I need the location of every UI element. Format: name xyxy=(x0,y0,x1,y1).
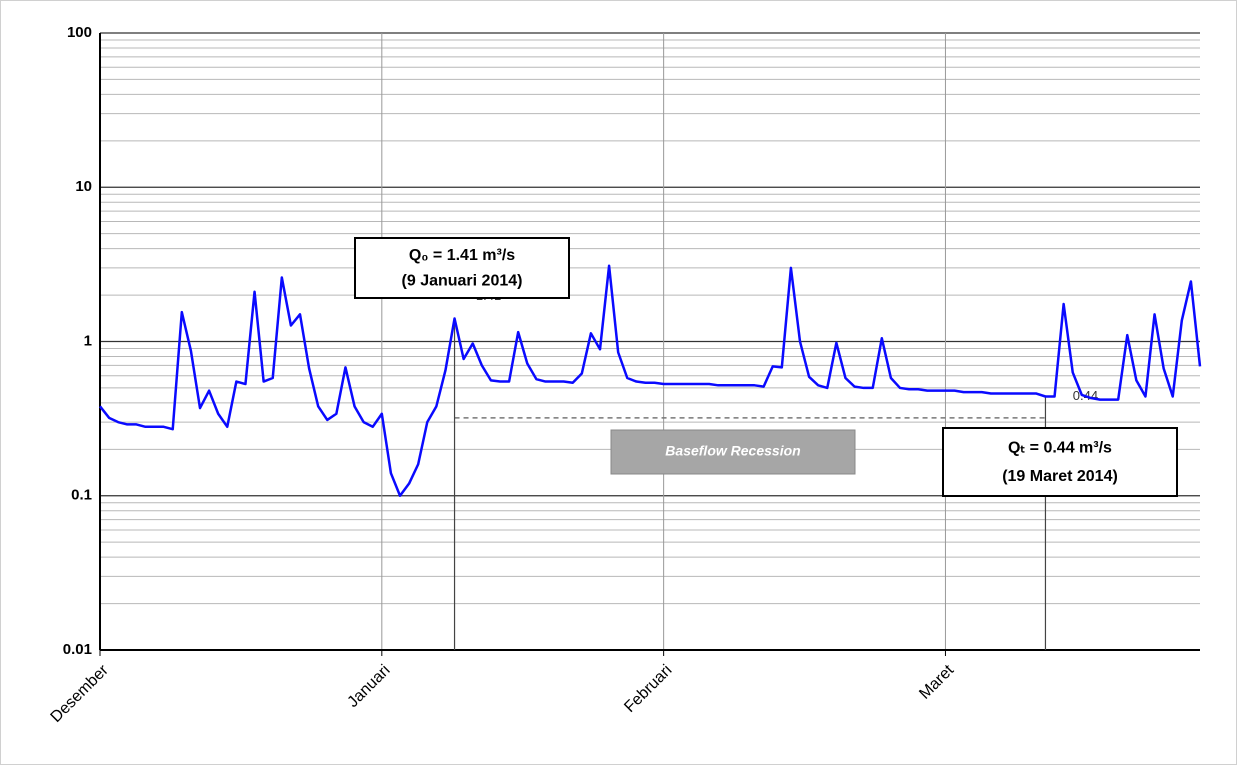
y-tick-label: 1 xyxy=(84,332,92,349)
series-line xyxy=(99,264,1202,497)
y-tick-label: 100 xyxy=(67,24,92,41)
baseflow-label: Baseflow Recession xyxy=(665,443,800,459)
y-tick-label: 0.01 xyxy=(63,641,92,658)
annotation-box xyxy=(942,427,1178,497)
annotation-text: Q₀ = 1.41 m³/s xyxy=(409,247,515,264)
y-tick-label: 0.1 xyxy=(71,487,92,504)
baseflow-box xyxy=(610,429,856,475)
annotation-text: (9 Januari 2014) xyxy=(402,272,523,289)
annotation-box xyxy=(354,237,570,299)
annotation-text: Qₜ = 0.44 m³/s xyxy=(1008,440,1112,457)
y-tick-label: 10 xyxy=(75,178,92,195)
annotation-text: (19 Maret 2014) xyxy=(1002,468,1118,485)
